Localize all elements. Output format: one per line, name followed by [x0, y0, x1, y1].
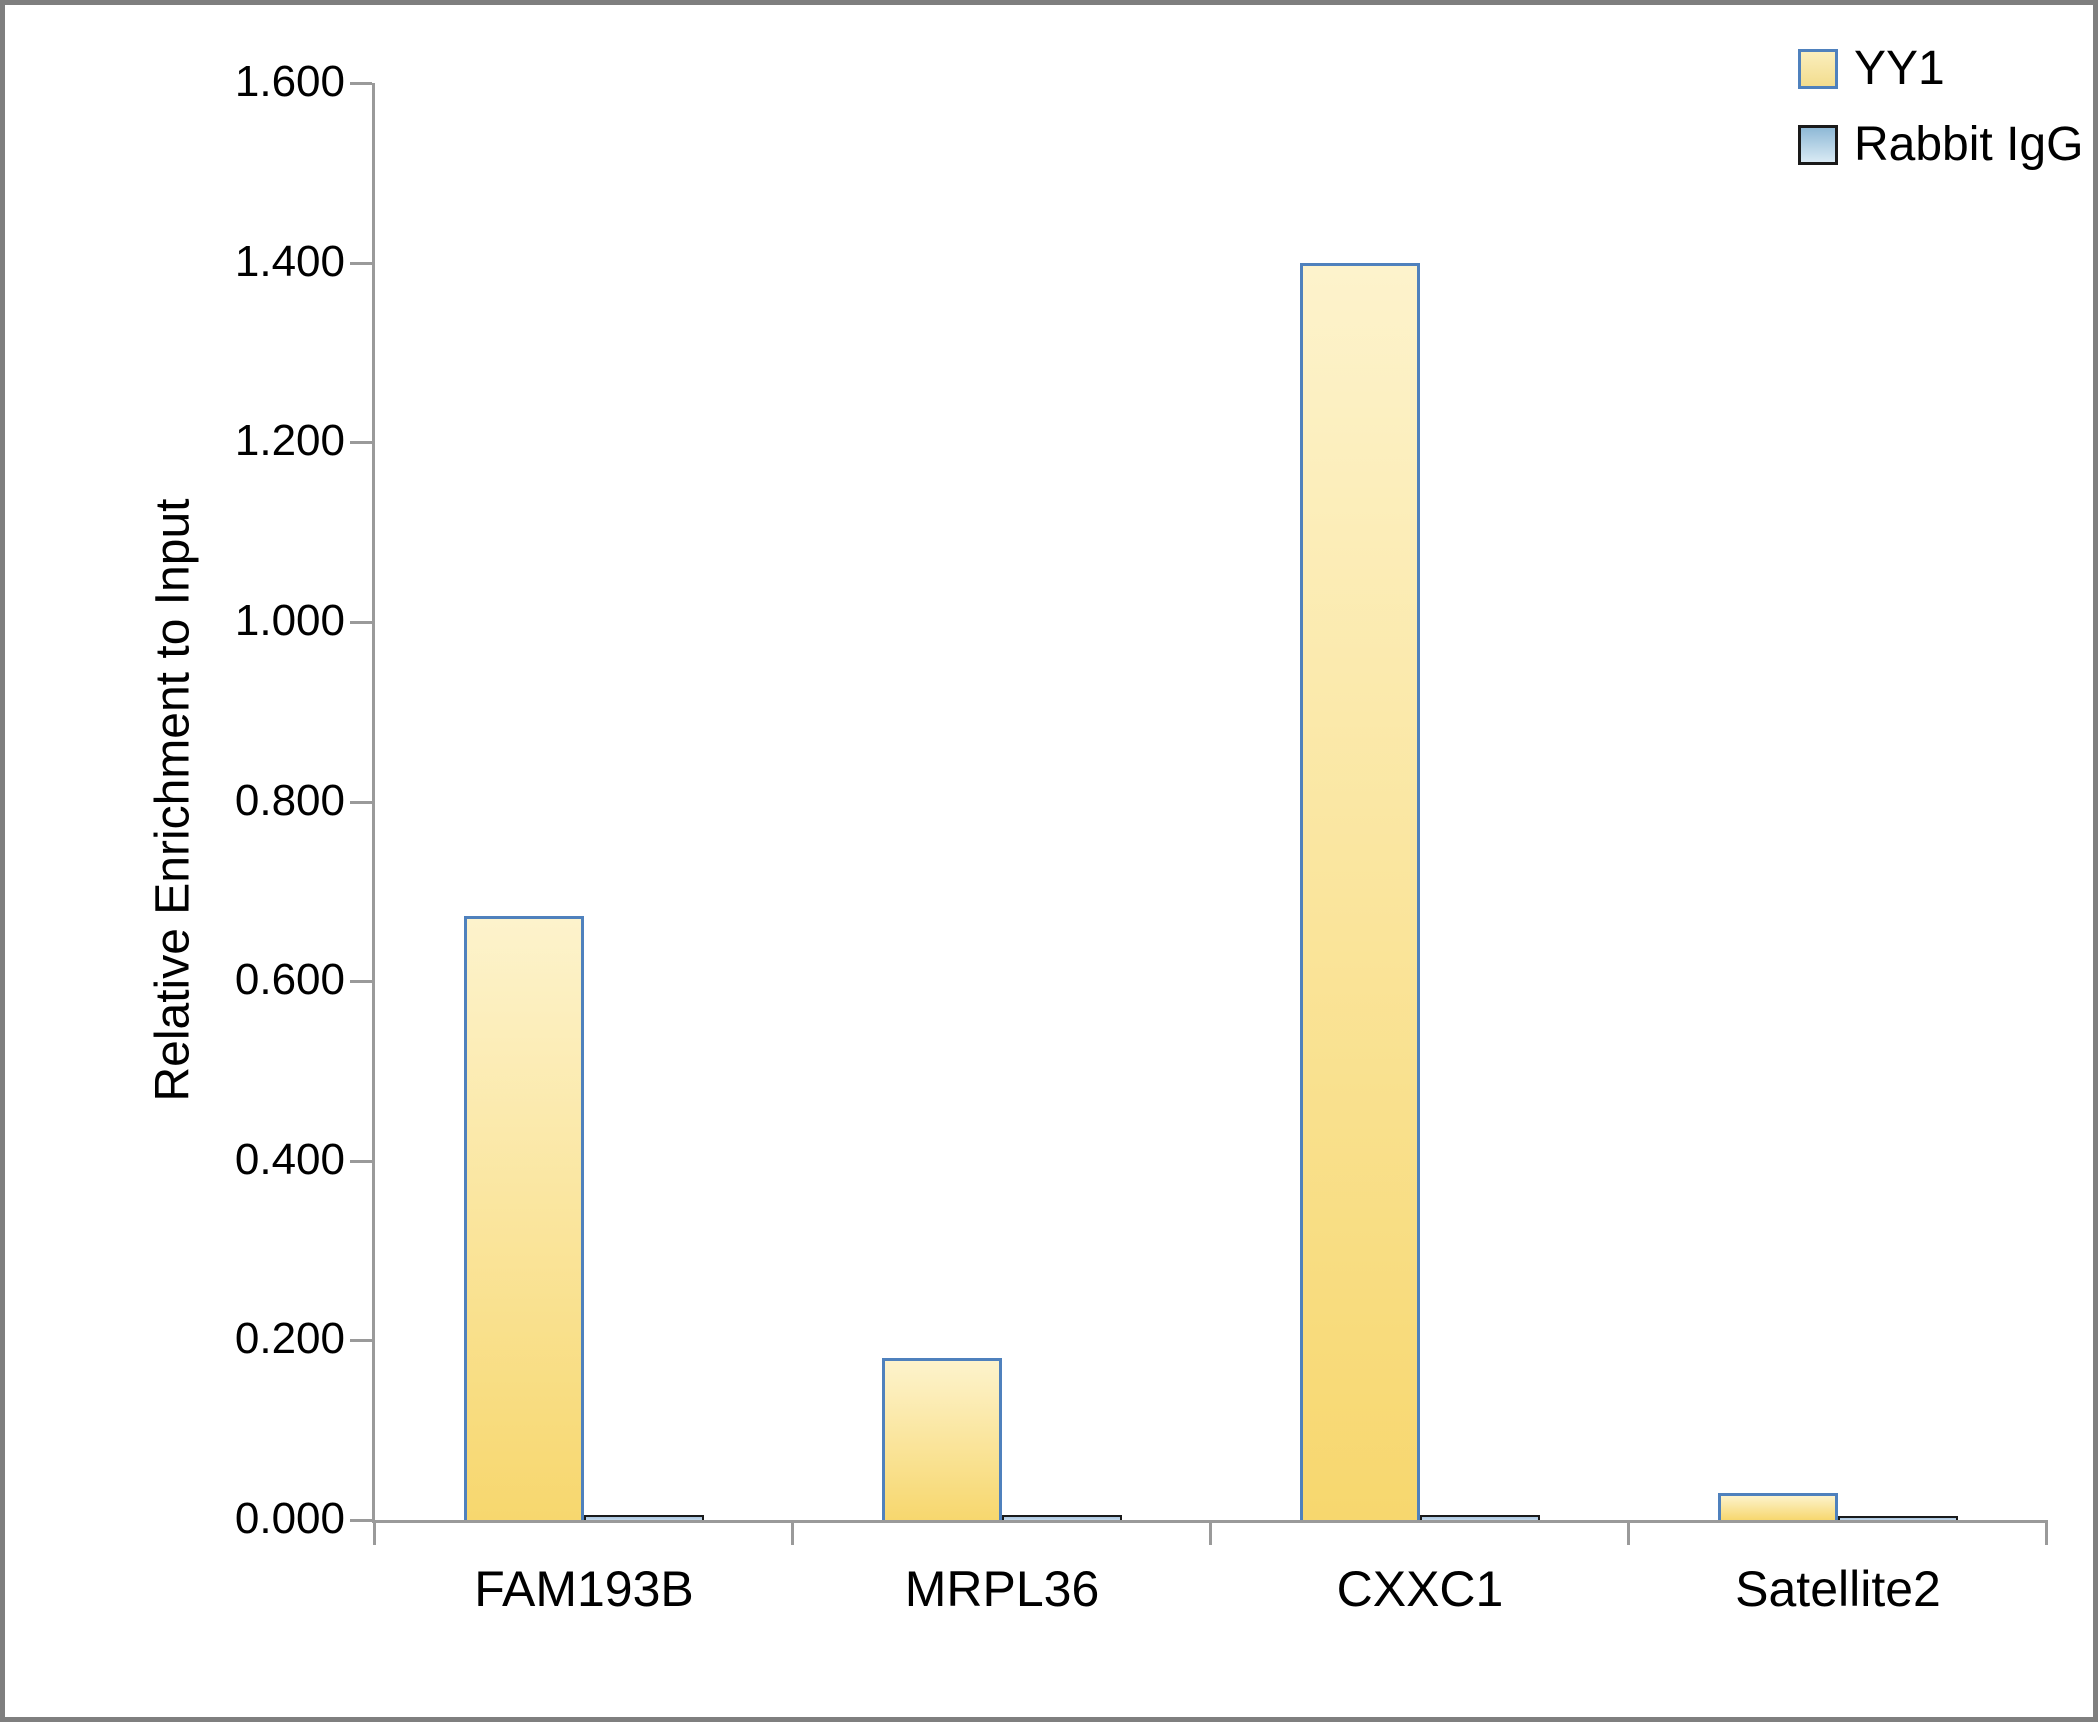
- y-tick-label: 1.000: [234, 595, 345, 645]
- y-tick-label: 0.600: [234, 955, 345, 1005]
- bar-yy1-fam193b: [464, 916, 584, 1520]
- bar-rabbit-igg-cxxc1: [1420, 1515, 1540, 1520]
- y-tick-label: 1.200: [234, 416, 345, 466]
- x-category-label-fam193b: FAM193B: [474, 1561, 694, 1617]
- x-tick-mark: [373, 1520, 376, 1545]
- y-tick-mark: [350, 980, 372, 984]
- y-tick-mark: [350, 441, 372, 445]
- y-tick-mark: [350, 1159, 372, 1163]
- y-tick-label: 0.000: [234, 1494, 345, 1543]
- y-tick-mark: [350, 620, 372, 624]
- legend-label-rabbit-igg: Rabbit IgG: [1854, 118, 2084, 171]
- y-tick-label: 0.800: [234, 775, 345, 825]
- x-tick-mark: [791, 1520, 794, 1545]
- legend-swatch-rabbit-igg: [1798, 125, 1838, 165]
- y-tick-mark: [350, 800, 372, 804]
- y-tick-mark: [350, 82, 372, 85]
- y-tick-label: 1.600: [234, 57, 345, 106]
- legend-item-yy1: YY1: [1798, 45, 2083, 93]
- y-tick-mark: [350, 261, 372, 265]
- legend-item-rabbit-igg: Rabbit IgG: [1798, 121, 2083, 169]
- y-tick-mark: [350, 1519, 372, 1522]
- bar-yy1-cxxc1: [1300, 263, 1420, 1520]
- x-tick-mark: [1627, 1520, 1630, 1545]
- bar-rabbit-igg-fam193b: [584, 1515, 704, 1520]
- bar-yy1-satellite2: [1718, 1493, 1838, 1520]
- legend-swatch-yy1: [1798, 49, 1838, 89]
- y-tick-mark: [350, 1339, 372, 1343]
- y-axis-line: [372, 83, 375, 1523]
- legend: YY1 Rabbit IgG: [1798, 45, 2083, 169]
- bar-yy1-mrpl36: [882, 1358, 1002, 1520]
- y-tick-label: 0.400: [234, 1134, 345, 1184]
- x-tick-mark: [2045, 1520, 2048, 1545]
- y-tick-label: 1.400: [234, 236, 345, 286]
- bar-rabbit-igg-mrpl36: [1002, 1515, 1122, 1520]
- x-category-label-satellite2: Satellite2: [1735, 1561, 1941, 1617]
- bar-rabbit-igg-satellite2: [1838, 1516, 1958, 1520]
- y-tick-label: 0.200: [234, 1314, 345, 1364]
- x-category-label-mrpl36: MRPL36: [904, 1561, 1100, 1617]
- x-category-label-cxxc1: CXXC1: [1336, 1561, 1504, 1617]
- legend-label-yy1: YY1: [1854, 42, 1945, 95]
- x-tick-mark: [1209, 1520, 1212, 1545]
